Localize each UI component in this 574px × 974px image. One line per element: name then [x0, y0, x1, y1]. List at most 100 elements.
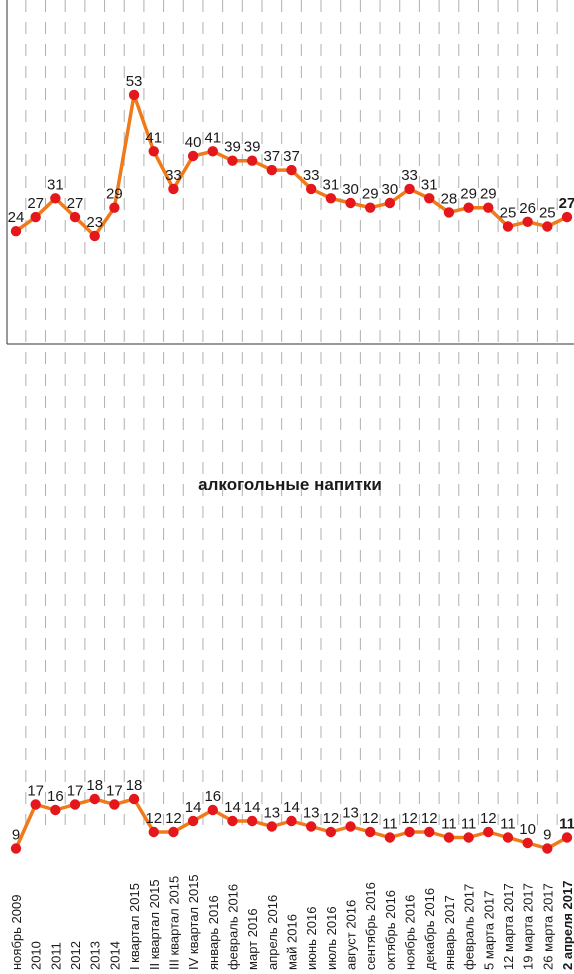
top-data-label: 40: [185, 134, 202, 151]
alcohol-data-point: [286, 815, 297, 827]
top-data-point: [69, 211, 81, 223]
alcohol-data-label: 12: [480, 810, 497, 827]
x-tick-label: ноябрь 2009: [9, 895, 24, 970]
alcohol-data-point: [483, 826, 494, 838]
x-tick-label: июль 2016: [324, 906, 339, 970]
alcohol-data-label: 11: [382, 816, 398, 833]
alcohol-data-point: [30, 799, 41, 810]
alcohol-data-point: [542, 843, 553, 854]
top-data-point: [345, 197, 356, 209]
alcohol-data-label: 12: [323, 810, 340, 827]
top-data-label: 29: [106, 186, 123, 203]
top-data-point: [463, 202, 474, 213]
top-data-label: 39: [224, 139, 241, 156]
top-data-label: 25: [500, 205, 517, 222]
alcohol-data-point: [50, 804, 61, 816]
grid-lines: [25, 0, 558, 825]
alcohol-data-point: [502, 832, 514, 843]
top-data-label: 33: [303, 167, 320, 184]
top-data-label: 37: [263, 148, 280, 165]
alcohol-data-point: [168, 826, 179, 838]
alcohol-data-label: 14: [283, 799, 300, 816]
top-data-point: [168, 183, 179, 195]
top-data-label: 24: [8, 209, 25, 226]
alcohol-data-point: [207, 804, 218, 816]
alcohol-data-point: [69, 799, 81, 810]
top-data-point: [266, 164, 278, 176]
x-tick-label: ноябрь 2016: [403, 895, 418, 970]
top-data-point: [542, 221, 553, 232]
top-data-label: 25: [539, 205, 556, 222]
alcohol-data-point: [187, 815, 199, 827]
x-tick-label: февраль 2016: [226, 884, 241, 970]
x-tick-label: апрель 2016: [265, 895, 280, 970]
alcohol-data-point: [246, 815, 258, 827]
alcohol-data-label: 13: [263, 805, 280, 822]
alcohol-data-point: [325, 826, 337, 838]
x-tick-label: IV квартал 2015: [186, 874, 201, 970]
alcohol-data-point: [305, 821, 317, 832]
alcohol-data-label: 18: [126, 777, 143, 794]
alcohol-data-point: [384, 832, 396, 843]
top-data-point: [522, 216, 533, 227]
x-tick-label: II квартал 2015: [147, 879, 162, 970]
top-data-label: 53: [126, 73, 143, 90]
top-data-point: [404, 183, 415, 195]
top-data-label: 27: [67, 195, 84, 212]
top-data-label: 41: [204, 129, 221, 146]
alcohol-data-label: 9: [543, 827, 551, 844]
x-tick-label: январь 2016: [206, 895, 221, 970]
alcohol-data-point: [148, 826, 159, 838]
top-data-point: [561, 211, 573, 223]
x-tick-label: 2012: [68, 941, 83, 970]
top-data-point: [286, 164, 297, 176]
alcohol-data-label: 12: [401, 810, 418, 827]
alcohol-data-point: [89, 793, 100, 805]
top-data-point: [443, 207, 455, 218]
alcohol-data-label: 17: [106, 783, 123, 800]
alcohol-data-point: [365, 826, 376, 838]
top-data-point: [89, 230, 100, 242]
alcohol-data-point: [109, 799, 120, 810]
alcohol-data-label: 11: [500, 816, 516, 833]
top-data-label: 30: [342, 181, 359, 198]
bottom-chart-title: алкогольные напитки: [198, 475, 382, 494]
x-tick-label: май 2016: [285, 914, 300, 970]
alcohol-data-label: 14: [224, 799, 241, 816]
top-data-label: 33: [165, 167, 182, 184]
top-data-point: [10, 226, 22, 237]
top-data-point: [50, 193, 61, 204]
top-data-point: [148, 146, 159, 157]
top-data-point: [325, 193, 337, 204]
alcohol-data-point: [561, 832, 573, 843]
alcohol-data-label: 13: [303, 805, 320, 822]
top-data-label: 29: [480, 186, 497, 203]
alcohol-data-point: [128, 793, 140, 805]
top-data-label: 27: [27, 195, 44, 212]
x-tick-label: 5 марта 2017: [481, 890, 496, 970]
alcohol-data-label: 12: [421, 810, 438, 827]
alcohol-data-point: [10, 843, 22, 854]
top-data-point: [128, 89, 140, 101]
x-tick-label: 19 марта 2017: [521, 883, 536, 970]
alcohol-data-label: 12: [165, 810, 182, 827]
alcohol-data-label: 9: [12, 827, 20, 844]
alcohol-data-label: 16: [47, 788, 64, 805]
top-data-point: [109, 202, 120, 213]
top-data-point: [30, 211, 41, 223]
x-tick-label: март 2016: [245, 908, 260, 970]
x-tick-label: 2010: [29, 941, 44, 970]
x-tick-label: 12 марта 2017: [501, 883, 516, 970]
alcohol-data-point: [227, 815, 238, 827]
alcohol-data-point: [266, 821, 278, 832]
x-tick-label: сентябрь 2016: [363, 882, 378, 970]
alcohol-data-point: [463, 832, 474, 843]
top-data-label: 41: [145, 129, 162, 146]
x-axis-tick-labels: ноябрь 2009 2010 2011 2012 2013 2014 I квартал…: [9, 874, 574, 970]
top-data-point: [227, 155, 238, 166]
alcohol-data-label: 14: [244, 799, 261, 816]
top-data-point: [483, 202, 494, 213]
